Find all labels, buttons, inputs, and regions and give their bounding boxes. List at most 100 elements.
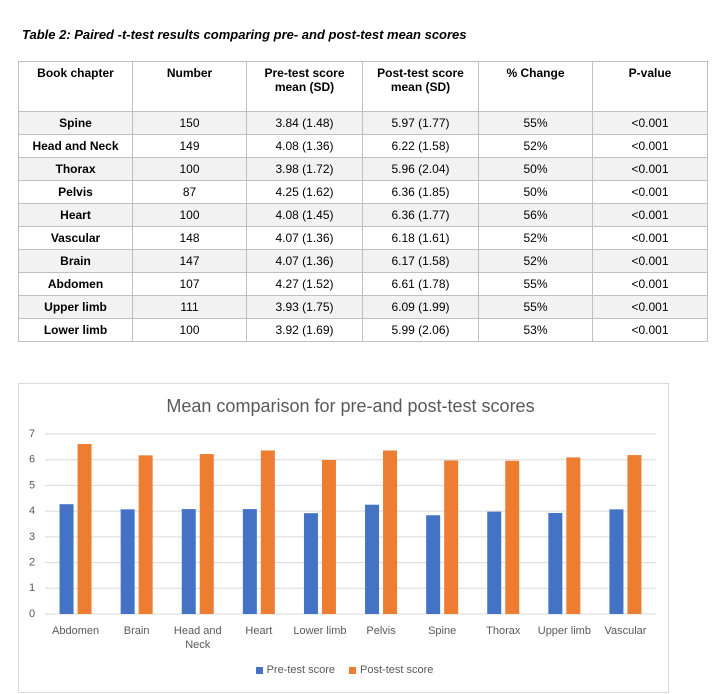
bar (365, 504, 380, 614)
table-cell: 5.97 (1.77) (362, 111, 479, 135)
table-cell: Upper limb (18, 295, 133, 319)
table-cell: <0.001 (592, 111, 708, 135)
y-tick-label: 2 (29, 556, 35, 568)
table-cell: 4.27 (1.52) (246, 272, 363, 296)
bar (138, 455, 153, 614)
table-row: Thorax 100 3.98 (1.72) 5.96 (2.04) 50% <0.001 (18, 157, 708, 181)
y-tick-label: 0 (29, 608, 35, 620)
table-cell: 4.07 (1.36) (246, 249, 363, 273)
table-cell: <0.001 (592, 203, 708, 227)
header-cell: Number (132, 61, 247, 112)
table-cell: 87 (132, 180, 247, 204)
bar (77, 444, 92, 614)
table-cell: 6.17 (1.58) (362, 249, 479, 273)
table-cell: 149 (132, 134, 247, 158)
table-cell: 5.99 (2.06) (362, 318, 479, 342)
legend-item: Post-test score (349, 664, 433, 676)
x-tick-label: Abdomen (52, 625, 100, 637)
table-cell: 5.96 (2.04) (362, 157, 479, 181)
table-cell: 4.07 (1.36) (246, 226, 363, 250)
bar (181, 509, 196, 614)
table-row: Lower limb 100 3.92 (1.69) 5.99 (2.06) 53% <0… (18, 318, 708, 342)
table-cell: 56% (478, 203, 593, 227)
chart-title: Mean comparison for pre-and post-test sc… (166, 396, 534, 416)
table-cell: 6.18 (1.61) (362, 226, 479, 250)
table-cell: 53% (478, 318, 593, 342)
legend-label: Pre-test score (266, 664, 336, 676)
table-cell: 147 (132, 249, 247, 273)
table-cell: <0.001 (592, 134, 708, 158)
table-cell: Head and Neck (18, 134, 133, 158)
table-cell: Abdomen (18, 272, 133, 296)
table-cell: 3.84 (1.48) (246, 111, 363, 135)
y-tick-label: 6 (29, 454, 35, 466)
table-row: Brain 147 4.07 (1.36) 6.17 (1.58) 52% <0.001 (18, 249, 708, 273)
table-cell: 3.93 (1.75) (246, 295, 363, 319)
table-cell: 6.36 (1.85) (362, 180, 479, 204)
table-cell: Lower limb (18, 318, 133, 342)
table-cell: Heart (18, 203, 133, 227)
table-cell: 6.22 (1.58) (362, 134, 479, 158)
table-row: Heart 100 4.08 (1.45) 6.36 (1.77) 56% <0.001 (18, 203, 708, 227)
bar (383, 450, 398, 614)
table-cell: 55% (478, 111, 593, 135)
table-row: Vascular 148 4.07 (1.36) 6.18 (1.61) 52% <0.0… (18, 226, 708, 250)
header-cell: P-value (592, 61, 708, 112)
table-cell: 3.92 (1.69) (246, 318, 363, 342)
x-tick-label: Thorax (486, 625, 521, 637)
table-cell: Brain (18, 249, 133, 273)
table-cell: 6.09 (1.99) (362, 295, 479, 319)
table-cell: Thorax (18, 157, 133, 181)
results-table: Book chapter Number Pre-test score mean (S… (18, 61, 708, 342)
x-tick-label: Spine (428, 625, 457, 637)
chart-svg: Mean comparison for pre-and post-test sc… (29, 396, 656, 620)
table-row: Abdomen 107 4.27 (1.52) 6.61 (1.78) 55% <0.00… (18, 272, 708, 296)
table-row: Head and Neck 149 4.08 (1.36) 6.22 (1.58) 52… (18, 134, 708, 158)
header-cell: Book chapter (18, 61, 133, 112)
bar (321, 459, 336, 614)
x-tick-label: Pelvis (366, 625, 396, 637)
y-tick-label: 5 (29, 479, 35, 491)
bar (627, 455, 642, 614)
table-cell: <0.001 (592, 295, 708, 319)
table-cell: 52% (478, 249, 593, 273)
table-cell: 100 (132, 318, 247, 342)
table-cell: 148 (132, 226, 247, 250)
bar (260, 450, 275, 614)
x-tick-label: Head and Neck (173, 625, 222, 651)
x-tick-label: Brain (123, 625, 150, 637)
table-row: Pelvis 87 4.25 (1.62) 6.36 (1.85) 50% <0.001 (18, 180, 708, 204)
x-tick-label: Heart (245, 625, 273, 637)
table-cell: 3.98 (1.72) (246, 157, 363, 181)
table-cell: <0.001 (592, 249, 708, 273)
legend-item: Pre-test score (255, 664, 336, 676)
table-cell: Vascular (18, 226, 133, 250)
legend-swatch (349, 666, 357, 674)
table-cell: 6.61 (1.78) (362, 272, 479, 296)
header-row: Book chapter Number Pre-test score mean (S… (18, 61, 708, 112)
bar (120, 509, 135, 614)
table-cell: 50% (478, 157, 593, 181)
bar (487, 511, 502, 614)
table-row: Upper limb 111 3.93 (1.75) 6.09 (1.99) 55% <0… (18, 295, 708, 319)
table-cell: <0.001 (592, 157, 708, 181)
x-tick-label: Upper limb (537, 625, 591, 637)
table-cell: 52% (478, 134, 593, 158)
table-cell: Pelvis (18, 180, 133, 204)
x-tick-label: Lower limb (293, 625, 347, 637)
header-cell: Post-test score mean (SD) (362, 61, 479, 112)
y-tick-label: 1 (29, 582, 35, 594)
table-cell: 150 (132, 111, 247, 135)
bar (199, 454, 214, 614)
y-tick-label: 7 (29, 428, 35, 440)
bar (59, 504, 74, 614)
table-cell: 100 (132, 203, 247, 227)
table-cell: 111 (132, 295, 247, 319)
legend-label: Post-test score (360, 664, 434, 676)
table-caption: Table 2: Paired -t-test results comparin… (22, 27, 467, 42)
table-cell: <0.001 (592, 226, 708, 250)
chart: Mean comparison for pre-and post-test sc… (18, 383, 669, 693)
table-cell: Spine (18, 111, 133, 135)
table-cell: <0.001 (592, 318, 708, 342)
